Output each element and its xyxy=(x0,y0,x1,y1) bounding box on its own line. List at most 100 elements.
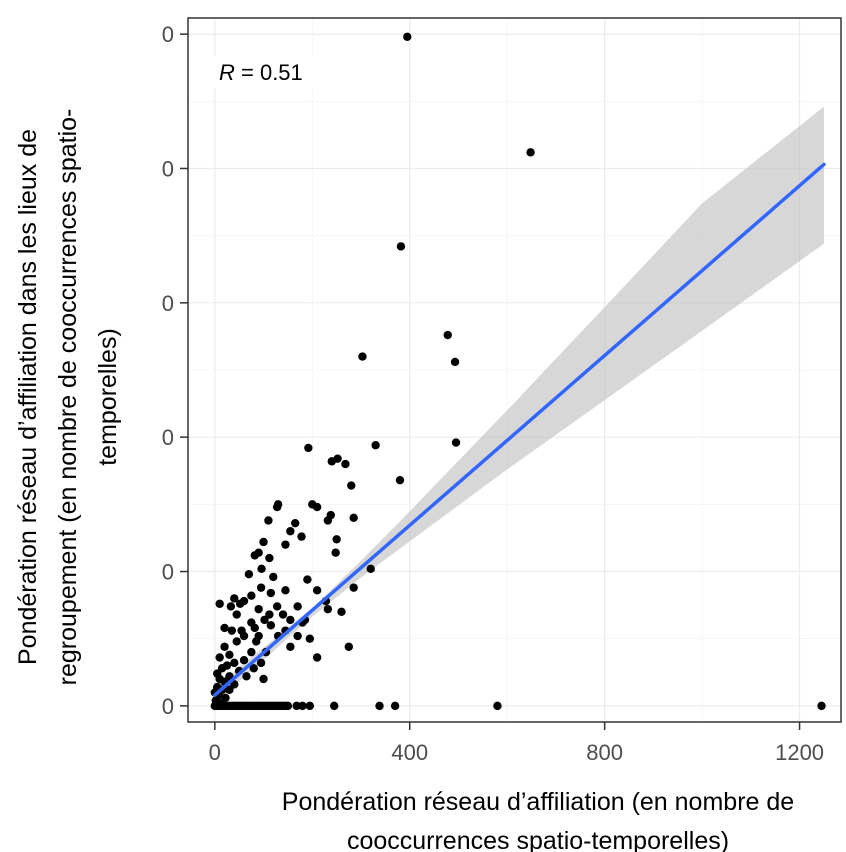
data-point-54 xyxy=(323,604,333,614)
x-axis-title-line-1: cooccurrences spatio-temporelles) xyxy=(347,827,729,852)
regression-line xyxy=(213,162,826,697)
data-point-20 xyxy=(323,516,333,525)
y-tick-label-4: 0 xyxy=(162,156,174,181)
data-point-38 xyxy=(256,583,266,592)
data-point-6 xyxy=(304,443,313,453)
data-point-24 xyxy=(297,532,306,541)
confidence-band-area xyxy=(214,106,824,704)
data-point-139 xyxy=(329,701,339,711)
y-tick-label-5: 0 xyxy=(162,22,174,47)
y-axis: 0 0 0 0 0 0 xyxy=(162,22,188,719)
x-tick-label-3: 1200 xyxy=(775,740,824,765)
data-point-10 xyxy=(333,454,342,463)
data-point-73 xyxy=(232,637,241,646)
data-point-25 xyxy=(259,537,268,547)
data-point-11 xyxy=(341,459,350,469)
confidence-band xyxy=(214,106,824,704)
data-point-72 xyxy=(239,631,249,641)
data-point-34 xyxy=(244,570,254,579)
gridlines xyxy=(188,18,841,722)
data-point-78 xyxy=(247,647,256,657)
data-point-33 xyxy=(257,564,266,574)
data-point-140 xyxy=(375,701,384,711)
data-point-46 xyxy=(235,599,245,608)
x-axis: 0 400 800 1200 xyxy=(209,722,824,765)
data-point-58 xyxy=(260,615,269,625)
x-tick-label-1: 400 xyxy=(391,740,428,765)
data-point-42 xyxy=(266,588,276,598)
data-point-142 xyxy=(493,701,502,711)
data-point-75 xyxy=(344,642,354,651)
data-point-64 xyxy=(250,623,259,633)
data-point-18 xyxy=(264,516,273,525)
data-point-77 xyxy=(220,642,229,651)
data-point-81 xyxy=(312,653,322,662)
data-point-35 xyxy=(269,572,278,582)
data-point-63 xyxy=(220,623,229,633)
data-point-40 xyxy=(312,586,322,595)
data-point-44 xyxy=(230,594,239,603)
data-point-138 xyxy=(305,701,315,711)
data-point-67 xyxy=(227,626,237,635)
data-point-1 xyxy=(526,148,535,157)
data-point-87 xyxy=(249,664,258,673)
data-point-26 xyxy=(281,540,290,549)
data-point-136 xyxy=(292,701,301,711)
data-point-21 xyxy=(291,518,300,528)
data-point-32 xyxy=(366,564,375,574)
data-point-80 xyxy=(225,650,234,660)
data-point-49 xyxy=(293,602,302,611)
data-point-47 xyxy=(226,602,236,611)
y-axis-title-line-0: Pondération réseau d’affiliation dans le… xyxy=(14,129,42,665)
data-point-92 xyxy=(242,672,251,681)
x-tick-label-2: 800 xyxy=(586,740,623,765)
data-point-27 xyxy=(332,535,341,544)
data-point-52 xyxy=(265,610,274,619)
annotation-text: R = 0.51 xyxy=(219,60,303,85)
data-point-12 xyxy=(395,475,405,485)
data-point-31 xyxy=(331,548,340,557)
data-point-22 xyxy=(349,513,358,522)
y-tick-label-0: 0 xyxy=(162,694,174,719)
data-point-141 xyxy=(390,701,400,711)
data-point-76 xyxy=(286,642,295,651)
data-point-37 xyxy=(349,583,358,592)
data-point-29 xyxy=(250,551,259,560)
y-tick-label-2: 0 xyxy=(162,425,174,450)
plot-panel-border xyxy=(187,17,842,723)
data-point-69 xyxy=(293,631,302,641)
data-point-7 xyxy=(371,441,380,450)
data-point-0 xyxy=(403,32,412,42)
data-point-137 xyxy=(298,701,307,711)
data-point-15 xyxy=(272,502,282,512)
data-point-30 xyxy=(265,553,274,563)
data-point-135 xyxy=(283,701,293,711)
data-point-51 xyxy=(254,604,263,614)
data-point-82 xyxy=(215,653,224,662)
data-point-94 xyxy=(259,674,268,684)
y-axis-title: Pondération réseau d’affiliation dans le… xyxy=(14,109,122,686)
data-point-39 xyxy=(281,586,290,595)
annotation-r: R xyxy=(219,60,235,85)
data-point-102 xyxy=(221,693,230,703)
x-tick-label-0: 0 xyxy=(209,740,221,765)
y-tick-label-1: 0 xyxy=(162,560,174,585)
data-point-4 xyxy=(358,352,367,361)
x-axis-title: Pondération réseau d’affiliation (en nom… xyxy=(282,788,794,852)
data-point-8 xyxy=(451,438,461,447)
data-point-13 xyxy=(347,481,356,490)
data-point-74 xyxy=(252,637,261,646)
data-point-84 xyxy=(256,658,266,668)
data-point-61 xyxy=(337,607,346,617)
data-point-70 xyxy=(305,634,315,643)
data-point-55 xyxy=(232,610,241,619)
data-point-143 xyxy=(817,701,826,711)
data-point-99 xyxy=(225,685,234,694)
data-point-48 xyxy=(272,602,282,611)
data-point-85 xyxy=(230,658,239,668)
regression-line-path xyxy=(213,162,826,697)
data-point-62 xyxy=(266,621,276,630)
y-axis-title-line-1: regroupement (en nombre de cooccurrences… xyxy=(54,109,82,686)
